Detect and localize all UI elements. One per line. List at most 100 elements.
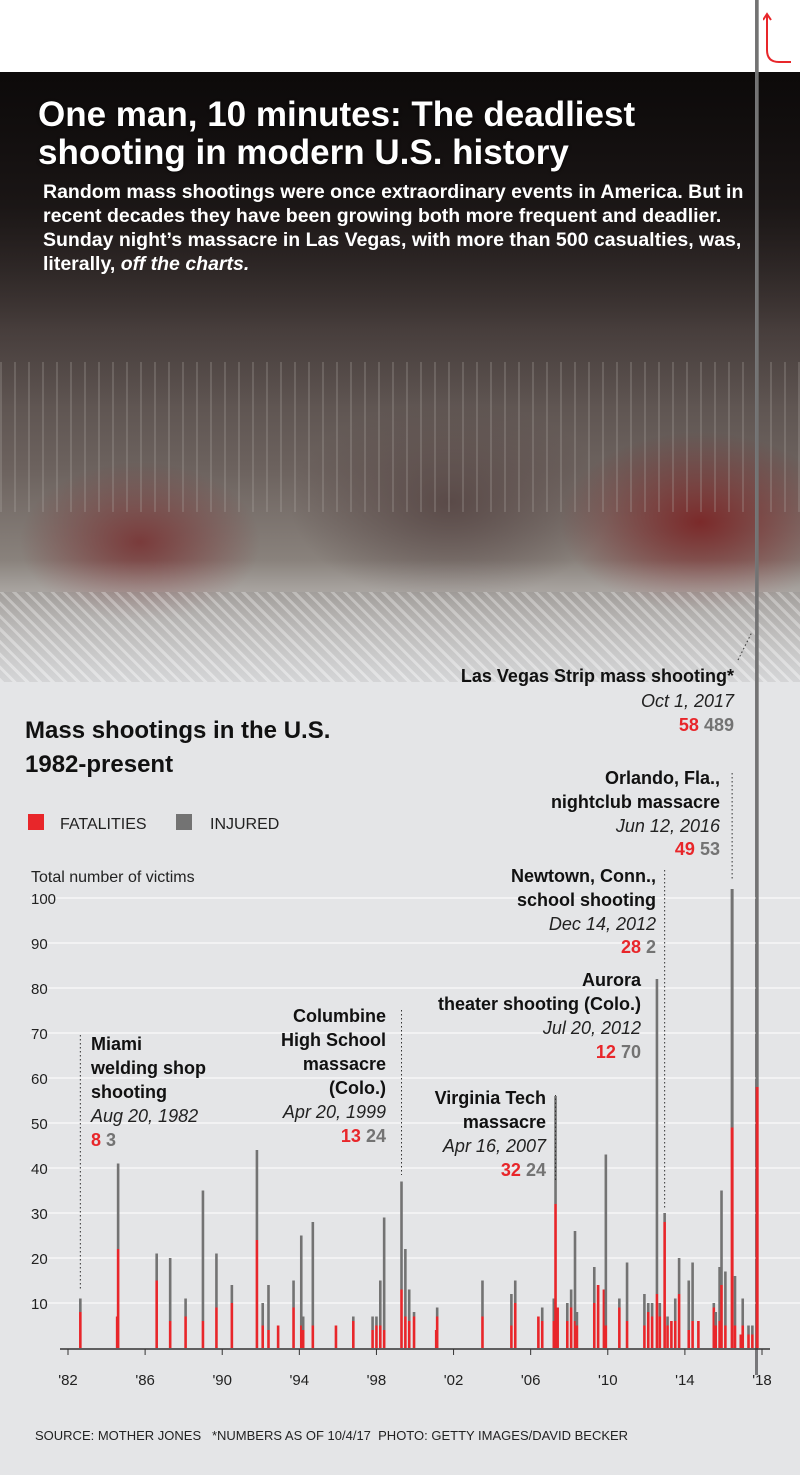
annotation-columbine-date: Apr 20, 1999 bbox=[282, 1102, 386, 1122]
y-tick-label: 70 bbox=[31, 1026, 48, 1043]
bar-fatalities bbox=[537, 1316, 540, 1348]
bar-fatalities bbox=[602, 1289, 606, 1348]
bar-injured bbox=[400, 1181, 403, 1290]
bar-fatalities bbox=[481, 1316, 484, 1348]
bar-injured bbox=[513, 1280, 517, 1303]
bar-fatalities bbox=[739, 1334, 743, 1348]
annotation-las-vegas-fatalities: 58 bbox=[679, 715, 699, 735]
bar-injured bbox=[435, 1307, 439, 1317]
annotation-orlando-values: 49 53 bbox=[675, 839, 720, 859]
bar-fatalities bbox=[575, 1325, 579, 1348]
bar-fatalities bbox=[116, 1249, 120, 1348]
bar-fatalities bbox=[155, 1280, 158, 1348]
bar-fatalities bbox=[646, 1312, 650, 1348]
y-tick-label: 80 bbox=[31, 981, 48, 998]
bar-injured bbox=[677, 1258, 681, 1294]
bar-fatalities bbox=[540, 1321, 544, 1348]
bar-fatalities bbox=[596, 1285, 600, 1348]
photo-ground bbox=[0, 592, 800, 682]
bar-fatalities bbox=[592, 1303, 596, 1348]
annotation-columbine-name-line4: (Colo.) bbox=[329, 1078, 386, 1098]
x-tick-label: '18 bbox=[752, 1372, 772, 1389]
bar-injured bbox=[625, 1262, 629, 1321]
x-tick-label: '86 bbox=[135, 1372, 155, 1389]
bar-fatalities bbox=[751, 1334, 754, 1348]
bar-fatalities bbox=[643, 1325, 646, 1348]
bar-fatalities bbox=[435, 1316, 439, 1348]
annotation-las-vegas-name: Las Vegas Strip mass shooting* bbox=[461, 666, 734, 686]
bar-fatalities bbox=[569, 1307, 573, 1348]
bar-fatalities bbox=[670, 1321, 673, 1348]
x-tick-label: '90 bbox=[212, 1372, 232, 1389]
x-tick-label: '82 bbox=[58, 1372, 78, 1389]
annotation-aurora-date: Jul 20, 2012 bbox=[542, 1018, 641, 1038]
bar-injured bbox=[569, 1289, 573, 1308]
annotation-columbine-name-line3: massacre bbox=[303, 1054, 386, 1074]
bar-injured bbox=[741, 1298, 745, 1326]
annotation-las-vegas: Las Vegas Strip mass shooting* Oct 1, 20… bbox=[461, 666, 735, 735]
annotation-aurora-name-line2: theater shooting (Colo.) bbox=[438, 994, 641, 1014]
bar-fatalities bbox=[625, 1321, 629, 1348]
back-arrow-icon[interactable] bbox=[763, 10, 791, 66]
bar-injured bbox=[575, 1312, 579, 1326]
intro-emphasis: off the charts. bbox=[120, 253, 250, 275]
bar-fatalities bbox=[311, 1325, 315, 1348]
legend-fatalities-label: FATALITIES bbox=[60, 816, 147, 833]
annotation-newtown-injured: 2 bbox=[646, 937, 656, 957]
bar-injured bbox=[720, 1190, 723, 1285]
bar-injured bbox=[554, 1096, 557, 1204]
bar-fatalities bbox=[714, 1325, 718, 1348]
bar-injured bbox=[255, 1150, 259, 1240]
annotation-newtown-date: Dec 14, 2012 bbox=[549, 914, 656, 934]
bar-fatalities bbox=[747, 1334, 750, 1348]
bar-fatalities bbox=[276, 1325, 280, 1348]
y-tick-label: 100 bbox=[31, 891, 56, 908]
annotation-columbine-name-line1: Columbine bbox=[293, 1006, 386, 1026]
legend-injured-swatch bbox=[176, 814, 192, 830]
bar-fatalities bbox=[697, 1321, 700, 1348]
annotation-virginia-tech-fatalities: 32 bbox=[501, 1160, 521, 1180]
bar-injured bbox=[751, 1325, 754, 1335]
bar-injured bbox=[663, 1213, 666, 1222]
bar-fatalities bbox=[552, 1321, 556, 1348]
annotation-orlando-date: Jun 12, 2016 bbox=[615, 816, 721, 836]
page-title: One man, 10 minutes: The deadliest shoot… bbox=[38, 95, 636, 172]
intro-text: Random mass shootings were once extraord… bbox=[43, 180, 763, 276]
bar-injured bbox=[592, 1267, 596, 1303]
bar-fatalities bbox=[400, 1289, 403, 1348]
bar-injured bbox=[565, 1303, 569, 1321]
annotation-miami-name-line3: shooting bbox=[91, 1082, 167, 1102]
bar-injured bbox=[573, 1231, 577, 1321]
annotation-las-vegas-values: 58 489 bbox=[679, 715, 734, 735]
bar-fatalities bbox=[79, 1312, 82, 1348]
bar-fatalities bbox=[691, 1321, 694, 1348]
bar-fatalities bbox=[334, 1325, 338, 1348]
bar-fatalities bbox=[215, 1307, 218, 1348]
bar-fatalities bbox=[724, 1325, 727, 1348]
bar-fatalities bbox=[618, 1307, 621, 1348]
annotation-orlando-fatalities: 49 bbox=[675, 839, 695, 859]
bar-fatalities bbox=[655, 1294, 659, 1348]
annotation-virginia-tech-name-line1: Virginia Tech bbox=[435, 1088, 546, 1108]
bar-fatalities bbox=[375, 1325, 378, 1348]
bar-injured bbox=[412, 1312, 416, 1317]
chart-title: Mass shootings in the U.S. bbox=[25, 717, 330, 744]
annotation-newtown-name-line2: school shooting bbox=[517, 890, 656, 910]
annotation-miami: Miami welding shop shooting Aug 20, 1982… bbox=[90, 1034, 206, 1150]
annotation-newtown-fatalities: 28 bbox=[621, 937, 641, 957]
bar-injured bbox=[311, 1222, 315, 1326]
bar-injured bbox=[540, 1307, 544, 1321]
bar-fatalities bbox=[404, 1316, 407, 1348]
bar-injured bbox=[646, 1303, 650, 1312]
bar-fatalities bbox=[513, 1303, 517, 1348]
annotation-columbine-injured: 24 bbox=[366, 1126, 386, 1146]
chart-subtitle: 1982-present bbox=[25, 751, 173, 778]
annotation-miami-fatalities: 8 bbox=[91, 1130, 101, 1150]
annotation-virginia-tech-injured: 24 bbox=[526, 1160, 546, 1180]
x-tick-label: '94 bbox=[290, 1372, 310, 1389]
bar-fatalities bbox=[573, 1321, 577, 1348]
photo-fence bbox=[0, 362, 800, 512]
bar-fatalities bbox=[412, 1316, 416, 1348]
bar-fatalities bbox=[510, 1325, 513, 1348]
bar-injured bbox=[724, 1271, 727, 1326]
